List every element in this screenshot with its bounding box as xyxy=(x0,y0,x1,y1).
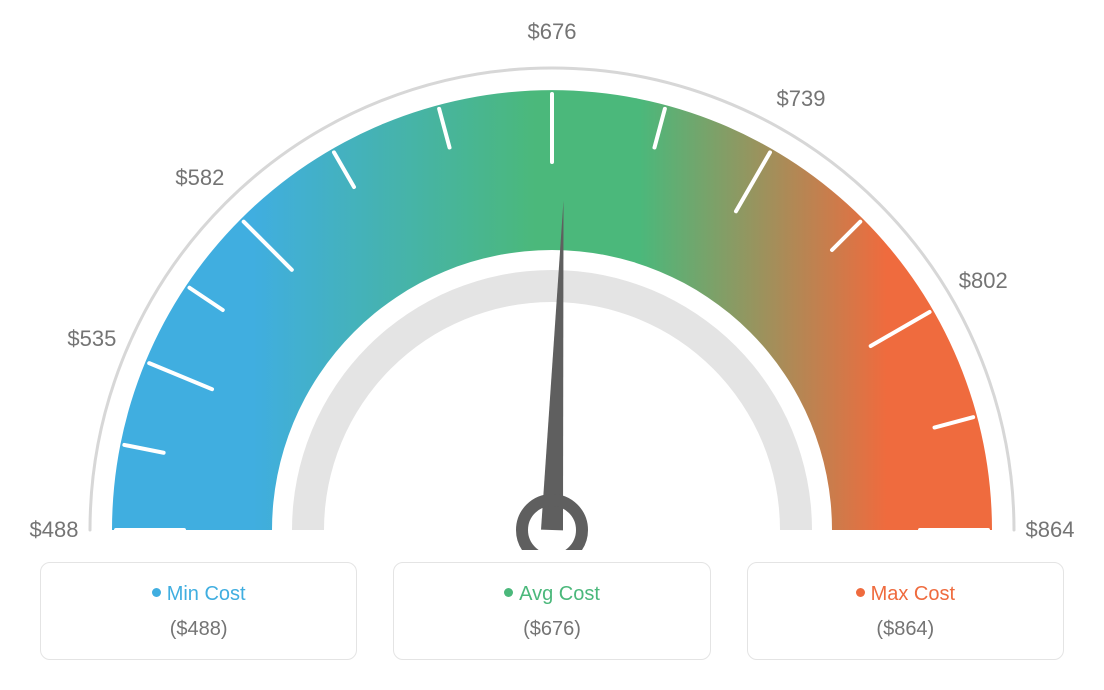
legend-avg-label: Avg Cost xyxy=(519,583,600,605)
legend-row: Min Cost ($488) Avg Cost ($676) Max Cost… xyxy=(0,562,1104,660)
gauge-tick-label: $864 xyxy=(1026,517,1075,543)
cost-gauge-chart: $488 $535 $582 $676 $739 $802 $864 xyxy=(0,0,1104,560)
legend-avg-value: ($676) xyxy=(404,618,699,641)
gauge-tick-label: $582 xyxy=(175,165,224,191)
legend-min-title: Min Cost xyxy=(51,583,346,606)
legend-card-max: Max Cost ($864) xyxy=(747,562,1064,660)
gauge-tick-label: $535 xyxy=(67,326,116,352)
legend-min-label: Min Cost xyxy=(167,583,246,605)
gauge-tick-label: $739 xyxy=(777,86,826,112)
legend-dot-max xyxy=(856,588,865,597)
gauge-tick-label: $676 xyxy=(528,19,577,45)
legend-card-avg: Avg Cost ($676) xyxy=(393,562,710,660)
legend-avg-title: Avg Cost xyxy=(404,583,699,606)
legend-dot-min xyxy=(152,588,161,597)
legend-dot-avg xyxy=(504,588,513,597)
legend-card-min: Min Cost ($488) xyxy=(40,562,357,660)
legend-min-value: ($488) xyxy=(51,618,346,641)
gauge-svg xyxy=(42,30,1062,550)
gauge-tick-label: $488 xyxy=(30,517,79,543)
legend-max-label: Max Cost xyxy=(871,583,955,605)
legend-max-value: ($864) xyxy=(758,618,1053,641)
legend-max-title: Max Cost xyxy=(758,583,1053,606)
gauge-tick-label: $802 xyxy=(959,268,1008,294)
